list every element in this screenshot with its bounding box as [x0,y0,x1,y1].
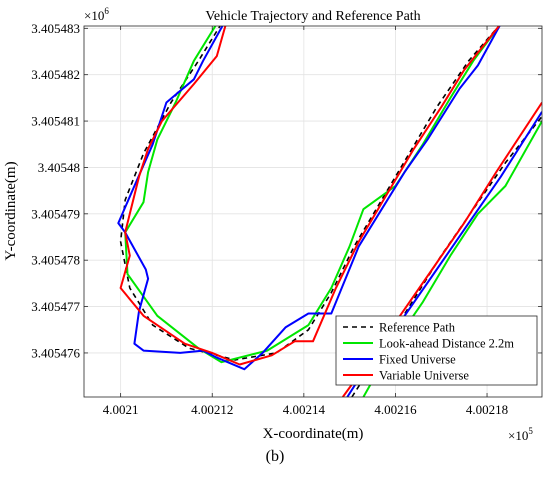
y-tick-label: 3.405477 [31,299,80,314]
chart-title: Vehicle Trajectory and Reference Path [205,9,420,24]
legend: Reference Path Look-ahead Distance 2.2m Fi… [335,315,538,386]
axis-ticks: 4.0021 4.00212 4.00214 4.00216 4.00218 3.4054… [31,21,542,417]
y-tick-label: 3.405482 [31,67,80,82]
x-tick-label: 4.00218 [466,402,508,417]
x-tick-label: 4.00212 [191,402,233,417]
legend-label-variable-universe: Variable Universe [379,369,469,383]
y-exponent-base: ×10 [84,8,104,23]
y-axis-label: Y-coordinate(m) [3,161,19,260]
plot-frame [83,25,543,398]
x-tick-label: 4.0021 [103,402,139,417]
y-tick-label: 3.40548 [38,160,80,175]
legend-label-look-ahead-distance-2-2m: Look-ahead Distance 2.2m [379,337,514,351]
x-exponent-power: 5 [528,426,533,436]
y-exponent-power: 6 [104,6,109,16]
x-tick-label: 4.00216 [374,402,417,417]
x-axis-label: X-coordinate(m) [263,426,364,442]
y-tick-label: 3.405476 [31,345,80,360]
legend-box [335,315,538,386]
y-exponent-label: ×106 [84,6,109,23]
y-tick-label: 3.405481 [31,114,80,129]
legend-label-fixed-universe: Fixed Universe [379,353,456,367]
x-tick-label: 4.00214 [283,402,326,417]
series-line-reference-path [119,26,500,361]
figure-caption: (b) [265,448,285,465]
y-tick-label: 3.405479 [31,206,80,221]
y-tick-label: 3.405483 [31,21,80,36]
y-tick-label: 3.405478 [31,253,80,268]
trajectory-chart: 4.0021 4.00212 4.00214 4.00216 4.00218 3.4054… [3,6,543,443]
legend-label-reference-path: Reference Path [379,321,456,335]
x-exponent-base: ×10 [508,428,528,443]
series-line-variable-universe [119,26,501,366]
x-exponent-label: ×105 [508,426,533,443]
grid-lines [84,26,542,397]
